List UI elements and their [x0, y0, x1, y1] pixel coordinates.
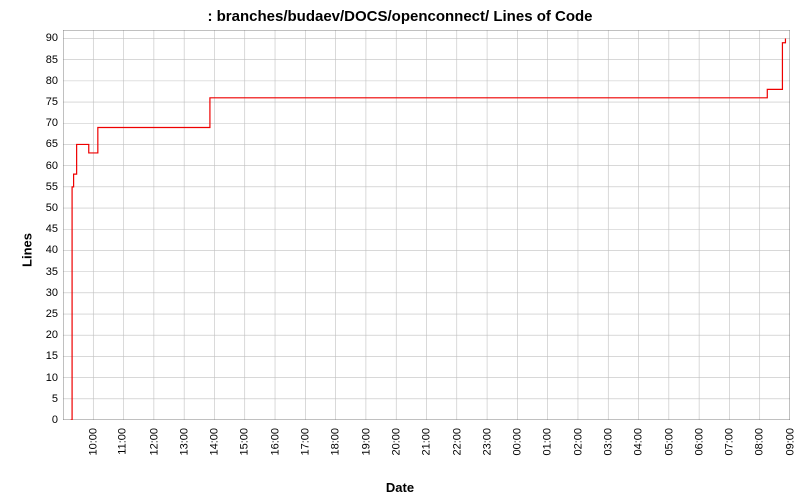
x-tick-label: 02:00 [572, 428, 584, 456]
x-tick-label: 13:00 [178, 428, 190, 456]
x-axis-label: Date [0, 480, 800, 495]
x-tick-label: 16:00 [269, 428, 281, 456]
x-tick-label: 08:00 [754, 428, 766, 456]
y-tick-label: 55 [46, 181, 58, 193]
x-tick-label: 10:00 [88, 428, 100, 456]
x-tick-label: 09:00 [784, 428, 796, 456]
x-tick-label: 21:00 [421, 428, 433, 456]
y-tick-label: 45 [46, 223, 58, 235]
x-tick-label: 06:00 [693, 428, 705, 456]
plot-area [63, 30, 790, 420]
y-tick-label: 70 [46, 117, 58, 129]
x-tick-label: 19:00 [360, 428, 372, 456]
x-tick-label: 12:00 [148, 428, 160, 456]
chart-title: : branches/budaev/DOCS/openconnect/ Line… [0, 8, 800, 25]
x-tick-label: 14:00 [209, 428, 221, 456]
y-tick-label: 10 [46, 372, 58, 384]
x-tick-label: 18:00 [330, 428, 342, 456]
y-tick-label: 35 [46, 266, 58, 278]
x-tick-label: 11:00 [117, 428, 129, 455]
y-tick-label: 15 [46, 350, 58, 362]
y-tick-label: 50 [46, 202, 58, 214]
x-tick-label: 03:00 [602, 428, 614, 456]
x-tick-label: 07:00 [724, 428, 736, 456]
x-tick-label: 00:00 [512, 428, 524, 456]
x-tick-label: 23:00 [481, 428, 493, 456]
y-tick-label: 20 [46, 329, 58, 341]
y-tick-label: 85 [46, 54, 58, 66]
y-tick-label: 25 [46, 308, 58, 320]
y-tick-label: 5 [52, 393, 58, 405]
y-tick-label: 90 [46, 32, 58, 44]
chart-container: : branches/budaev/DOCS/openconnect/ Line… [0, 0, 800, 500]
y-tick-label: 30 [46, 287, 58, 299]
y-tick-label: 65 [46, 138, 58, 150]
x-tick-label: 05:00 [663, 428, 675, 456]
x-tick-label: 20:00 [390, 428, 402, 456]
y-axis-label: Lines [19, 233, 34, 267]
y-tick-label: 60 [46, 160, 58, 172]
x-tick-label: 04:00 [633, 428, 645, 456]
x-tick-label: 01:00 [542, 428, 554, 456]
y-tick-label: 80 [46, 75, 58, 87]
x-tick-label: 17:00 [300, 428, 312, 456]
x-tick-label: 22:00 [451, 428, 463, 456]
y-tick-label: 75 [46, 96, 58, 108]
y-tick-label: 40 [46, 244, 58, 256]
x-tick-label: 15:00 [239, 428, 251, 456]
y-tick-label: 0 [52, 414, 58, 426]
